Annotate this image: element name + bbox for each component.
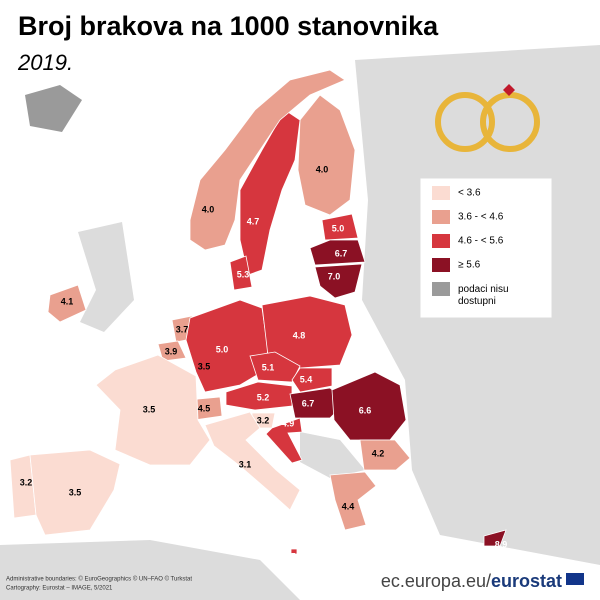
title: Broj brakova na 1000 stanovnika	[18, 11, 439, 41]
no-data-region	[25, 85, 82, 132]
legend-swatch	[432, 210, 450, 224]
value-label: 5.1	[262, 362, 275, 372]
legend-swatch	[432, 186, 450, 200]
region	[225, 381, 293, 411]
region	[95, 354, 211, 466]
non-eu-land	[78, 222, 134, 332]
legend-label: 3.6 - < 4.6	[458, 212, 504, 223]
region	[204, 411, 301, 511]
region	[291, 367, 333, 393]
region	[157, 340, 187, 362]
region	[483, 529, 507, 547]
value-label: 5.0	[332, 223, 345, 233]
value-label: 6.6	[359, 405, 372, 415]
value-label: 7.0	[328, 271, 341, 281]
value-label: 4.9	[282, 418, 295, 428]
brand: eurostat	[491, 571, 562, 591]
value-label: 3.9	[165, 346, 178, 356]
value-label: 4.0	[316, 164, 329, 174]
legend: < 3.6 3.6 - < 4.6 4.6 - < 5.6 ≥ 5.6 podaci n…	[432, 186, 509, 307]
credit: Administrative boundaries: © EuroGeograp…	[6, 576, 192, 583]
region	[297, 94, 356, 216]
non-eu-land	[0, 540, 300, 600]
region	[265, 417, 303, 464]
value-label: 3.5	[143, 404, 156, 414]
value-label: 3.1	[239, 459, 252, 469]
value-label: 8.9	[495, 539, 508, 549]
value-label: 6.7	[302, 398, 315, 408]
region	[359, 439, 411, 471]
value-label: 3.5	[198, 361, 211, 371]
region	[189, 69, 346, 251]
legend-label: 4.6 - < 5.6	[458, 236, 504, 247]
legend-swatch	[432, 258, 450, 272]
value-label: 4.7	[247, 216, 260, 226]
non-eu-land	[300, 432, 365, 478]
value-label: 4.1	[61, 296, 74, 306]
url: ec.europa.eu/	[381, 571, 491, 591]
legend-line: dostupni	[458, 296, 496, 307]
region	[47, 284, 87, 323]
value-label: 5.0	[216, 344, 229, 354]
eu-flag	[566, 573, 584, 585]
value-label: 3.2	[20, 477, 33, 487]
value-label: 4.5	[198, 403, 211, 413]
rings-icon	[435, 84, 540, 152]
legend-line: podaci nisu	[458, 284, 509, 295]
legend-swatch	[432, 234, 450, 248]
credit: Cartography: Eurostat – IMAGE, 5/2021	[6, 586, 113, 592]
region	[239, 109, 301, 276]
value-label: 3.7	[176, 324, 189, 334]
region	[309, 239, 366, 266]
value-label: 5.2	[257, 392, 270, 402]
region	[290, 548, 298, 555]
value-label: 5.3	[291, 551, 304, 561]
value-label: 4.0	[202, 204, 215, 214]
value-label: 4.4	[342, 501, 355, 511]
value-label: 5.4	[300, 374, 313, 384]
subtitle: 2019.	[17, 50, 73, 75]
legend-label: ≥ 5.6	[458, 260, 481, 271]
region	[321, 213, 359, 241]
value-label: 4.2	[372, 448, 385, 458]
legend-swatch	[432, 282, 450, 296]
region	[331, 371, 407, 441]
footer-url: ec.europa.eu/eurostat	[381, 571, 562, 591]
region	[29, 449, 121, 536]
value-label: 5.3	[237, 269, 250, 279]
legend-label: < 3.6	[458, 188, 481, 199]
region	[229, 255, 253, 291]
region	[314, 263, 363, 299]
region	[329, 471, 377, 531]
regions: 4.0 4.7 4.0 5.0 6.7 7.0 5.3 4.1 3.7 3.9 3.5 5.0 4.8 5…	[9, 69, 508, 561]
value-label: 3.5	[69, 487, 82, 497]
region	[185, 299, 269, 393]
value-label: 4.8	[293, 330, 306, 340]
value-label: 6.7	[335, 248, 348, 258]
legend-label: podaci nisu dostupni	[458, 284, 509, 307]
value-label: 3.2	[257, 415, 270, 425]
